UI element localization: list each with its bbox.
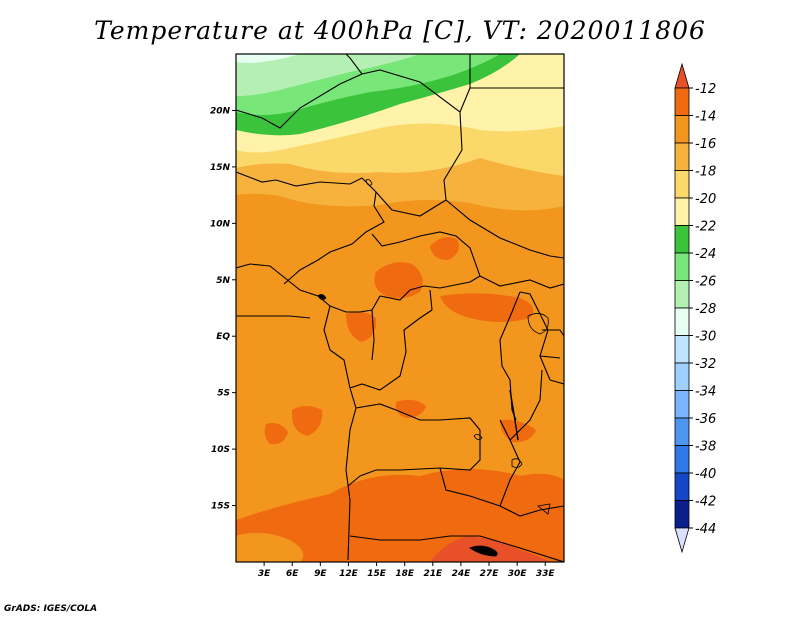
colorbar-box bbox=[674, 142, 690, 171]
map-title: Temperature at 400hPa [C], VT: 202001180… bbox=[94, 16, 706, 45]
colorbar-bottom-triangle bbox=[674, 527, 690, 554]
lon-tick-label: 18E bbox=[395, 569, 415, 579]
lon-tick-label: 9E bbox=[314, 569, 327, 579]
lat-tick-label: 5S bbox=[217, 389, 230, 399]
lon-tick-label: 24E bbox=[452, 569, 472, 579]
colorbar-box bbox=[674, 362, 690, 391]
colorbar-box bbox=[674, 307, 690, 336]
colorbar-label: -42 bbox=[695, 495, 716, 510]
lon-tick-label: 6E bbox=[286, 569, 299, 579]
lon-tick-label: 33E bbox=[536, 569, 556, 579]
colorbar-box bbox=[674, 197, 690, 226]
colorbar-box bbox=[674, 252, 690, 281]
colorbar-label: -20 bbox=[695, 192, 716, 207]
colorbar-label: -38 bbox=[695, 440, 716, 455]
colorbar-label: -28 bbox=[695, 302, 716, 317]
lat-tick-label: 5N bbox=[216, 276, 230, 286]
colorbar-label: -36 bbox=[695, 412, 716, 427]
lon-tick-label: 30E bbox=[508, 569, 528, 579]
colorbar-label: -26 bbox=[695, 275, 716, 290]
colorbar-label: -40 bbox=[695, 467, 716, 482]
colorbar-label: -16 bbox=[695, 137, 716, 152]
colorbar: -12 -14 -16 -18 -20 -22 -24 -26 -28 -30 -32 -34 -36 -… bbox=[674, 62, 716, 554]
lon-tick-label: 12E bbox=[339, 569, 359, 579]
colorbar-box bbox=[674, 335, 690, 364]
latitude-axis: 20N 15N 10N 5N EQ 5S 10S 15S bbox=[210, 106, 236, 512]
colorbar-label: -32 bbox=[695, 357, 716, 372]
colorbar-box bbox=[674, 170, 690, 199]
temperature-field bbox=[236, 54, 564, 562]
colorbar-label: -12 bbox=[695, 82, 716, 97]
colorbar-label: -14 bbox=[695, 110, 716, 125]
country-borders bbox=[236, 54, 564, 562]
colorbar-box bbox=[674, 500, 690, 529]
colorbar-label: -18 bbox=[695, 165, 716, 180]
colorbar-label: -30 bbox=[695, 330, 716, 345]
lon-tick-label: 3E bbox=[258, 569, 271, 579]
colorbar-box bbox=[674, 445, 690, 474]
lat-tick-label: 10N bbox=[210, 219, 231, 229]
lat-tick-label: EQ bbox=[216, 332, 230, 342]
colorbar-box bbox=[674, 115, 690, 144]
lon-tick-label: 21E bbox=[423, 569, 443, 579]
lat-tick-label: 20N bbox=[210, 106, 231, 116]
colorbar-box bbox=[674, 280, 690, 309]
colorbar-box bbox=[674, 472, 690, 501]
colorbar-label: -34 bbox=[695, 385, 716, 400]
lakes bbox=[317, 179, 551, 557]
colorbar-box bbox=[674, 225, 690, 254]
lat-tick-label: 10S bbox=[211, 445, 230, 455]
lon-tick-label: 27E bbox=[480, 569, 500, 579]
colorbar-label: -44 bbox=[695, 522, 716, 537]
colorbar-top-triangle bbox=[674, 62, 690, 89]
lat-tick-label: 15N bbox=[210, 163, 231, 173]
map-frame bbox=[235, 53, 565, 563]
lon-tick-label: 15E bbox=[367, 569, 387, 579]
colorbar-label: -24 bbox=[695, 247, 716, 262]
grads-credit: GrADS: IGES/COLA bbox=[4, 604, 98, 614]
longitude-axis: 3E 6E 9E 12E 15E 18E 21E 24E 27E 30E 33E bbox=[258, 562, 556, 579]
colorbar-box bbox=[674, 390, 690, 419]
colorbar-box bbox=[674, 417, 690, 446]
colorbar-label: -22 bbox=[695, 220, 716, 235]
lat-tick-label: 15S bbox=[211, 502, 230, 512]
colorbar-box bbox=[674, 87, 690, 116]
